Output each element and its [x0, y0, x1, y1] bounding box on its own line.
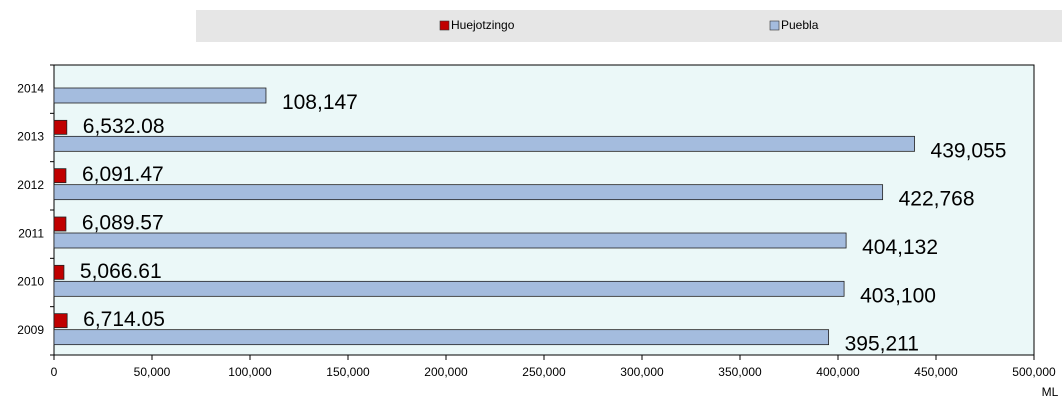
bar: [53, 280, 845, 297]
x-tick-label: 350,000: [718, 365, 762, 379]
x-tick-label: 450,000: [914, 365, 958, 379]
bar: [53, 168, 67, 184]
value-label: 395,211: [845, 333, 919, 356]
legend-label: Huejotzingo: [451, 18, 515, 32]
value-label: 403,100: [860, 284, 936, 307]
plot-area: [53, 64, 1035, 356]
x-tick-label: 100,000: [228, 365, 272, 379]
legend-box: [196, 10, 1062, 42]
bar: [53, 264, 65, 280]
legend-swatch: [769, 20, 780, 31]
x-tick-label: 150,000: [326, 365, 370, 379]
value-label: 108,147: [282, 91, 358, 114]
value-label: 439,055: [931, 139, 1007, 162]
bar: [53, 232, 847, 249]
x-tick-label: 50,000: [134, 365, 171, 379]
value-label: 6,089.57: [82, 212, 164, 235]
x-tick-label: 0: [51, 365, 58, 379]
bar: [53, 119, 68, 135]
y-tick-label: 2012: [17, 178, 44, 192]
x-tick-label: 200,000: [424, 365, 468, 379]
y-tick-label: 2009: [17, 323, 44, 337]
bar: [53, 135, 915, 152]
bar: [53, 329, 830, 346]
value-label: 404,132: [862, 236, 938, 259]
bar: [53, 216, 67, 232]
value-label: 5,066.61: [80, 260, 162, 283]
y-tick-label: 2010: [17, 275, 44, 289]
value-label: 6,532.08: [83, 115, 165, 138]
x-tick-label: 300,000: [620, 365, 664, 379]
legend-label: Puebla: [781, 18, 819, 32]
legend-swatch: [439, 20, 450, 31]
value-label: 6,091.47: [82, 163, 164, 186]
bar: [53, 313, 68, 329]
x-tick-label: 500,000: [1012, 365, 1056, 379]
bar: [53, 184, 884, 201]
x-tick-label: 250,000: [522, 365, 566, 379]
x-tick-label: 400,000: [816, 365, 860, 379]
bar: [53, 87, 267, 104]
value-label: 6,714.05: [83, 308, 165, 331]
y-tick-label: 2013: [17, 130, 44, 144]
x-axis-label: ML: [1042, 385, 1059, 399]
value-label: 422,768: [899, 188, 975, 211]
y-tick-label: 2014: [17, 81, 44, 95]
y-tick-label: 2011: [18, 226, 44, 240]
